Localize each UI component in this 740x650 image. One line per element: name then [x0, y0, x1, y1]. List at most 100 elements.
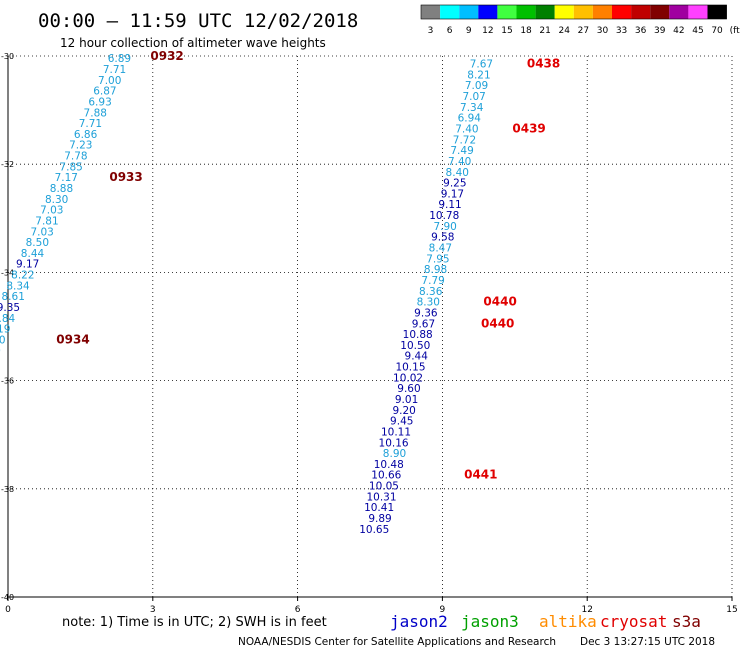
data-label-7-00: 7.00 — [98, 75, 121, 87]
legend-label-3: 3 — [428, 26, 434, 36]
time-label-0440: 0440 — [483, 295, 516, 309]
y-tick-label-m34: -34 — [1, 268, 14, 277]
data-label-9-36: 9.36 — [414, 307, 438, 319]
time-label-0440: 0440 — [481, 316, 514, 330]
data-label-8-30: 8.30 — [45, 194, 68, 206]
data-label-8-22: 8.22 — [11, 270, 34, 282]
data-label-10-31: 10.31 — [366, 491, 396, 503]
data-label-8-34: 8.34 — [6, 280, 30, 292]
data-label-9-11: 9.11 — [438, 199, 461, 211]
satellite-altika: altika — [539, 612, 597, 631]
data-label-9-89: 9.89 — [368, 513, 391, 525]
legend-swatch-42 — [669, 5, 689, 19]
y-tick-label-m32: -32 — [1, 160, 14, 169]
data-label-8-98: 8.98 — [424, 264, 447, 276]
data-label-10-11: 10.11 — [381, 426, 411, 438]
data-label-6-86: 6.86 — [74, 129, 98, 141]
data-label-7-17: 7.17 — [55, 172, 78, 184]
legend-swatch-30 — [592, 5, 612, 19]
data-label-10-02: 10.02 — [393, 372, 423, 384]
data-label-7-49: 7.49 — [450, 145, 473, 157]
data-label-8-90: 8.90 — [0, 345, 1, 357]
time-label-0438: 0438 — [527, 57, 560, 71]
legend-label-12: 12 — [482, 26, 493, 36]
data-label-8-40: 8.40 — [0, 334, 6, 346]
footer-note: note: 1) Time is in UTC; 2) SWH is in fe… — [62, 615, 327, 630]
data-label-7-09: 7.09 — [465, 80, 488, 92]
data-label-7-40: 7.40 — [448, 156, 471, 168]
data-label-10-48: 10.48 — [374, 459, 404, 471]
chart-subtitle: 12 hour collection of altimeter wave hei… — [60, 36, 326, 50]
data-label-7-72: 7.72 — [453, 134, 476, 146]
data-label-7-71: 7.71 — [103, 64, 126, 76]
legend-label-9: 9 — [466, 26, 472, 36]
y-tick-label-m36: -36 — [1, 377, 14, 386]
satellite-cryosat: cryosat — [600, 612, 667, 631]
data-label-7-07: 7.07 — [462, 91, 485, 103]
time-label-0933: 0933 — [109, 170, 142, 184]
data-label-7-95: 7.95 — [426, 253, 449, 265]
data-label-10-41: 10.41 — [364, 502, 394, 514]
legend-swatch-21 — [535, 5, 555, 19]
legend-label-33: 33 — [616, 26, 627, 36]
data-label-10-88: 10.88 — [403, 329, 433, 341]
legend-swatch-39 — [650, 5, 670, 19]
data-label-10-15: 10.15 — [395, 362, 425, 374]
satellite-jason3: jason3 — [461, 612, 519, 631]
legend-swatch-15 — [497, 5, 517, 19]
data-label-9-60: 9.60 — [397, 383, 420, 395]
legend-swatch-33 — [612, 5, 632, 19]
data-label-7-40: 7.40 — [455, 123, 478, 135]
legend-swatch-6 — [440, 5, 460, 19]
y-tick-label-m38: -38 — [1, 485, 14, 494]
data-label-9-20: 9.20 — [392, 405, 415, 417]
data-label-8-47: 8.47 — [429, 243, 452, 255]
data-label-9-58: 9.58 — [431, 232, 454, 244]
legend-swatch-70 — [707, 5, 727, 19]
data-label-8-61: 8.61 — [2, 291, 25, 303]
time-label-0439: 0439 — [512, 121, 545, 135]
data-label-8-88: 8.88 — [50, 183, 73, 195]
data-label-8-21: 8.21 — [467, 69, 490, 81]
time-label-0934: 0934 — [56, 332, 89, 346]
data-label-7-85: 7.85 — [59, 161, 82, 173]
x-tick-label-15: 15 — [726, 605, 737, 615]
data-label-8-19: 8.19 — [0, 324, 10, 336]
legend-label-27: 27 — [578, 26, 589, 36]
legend-label-24: 24 — [559, 26, 571, 36]
legend-swatch-3 — [421, 5, 441, 19]
y-tick-label-m40: -40 — [1, 593, 14, 602]
data-label-7-34: 7.34 — [460, 102, 484, 114]
data-label-7-81: 7.81 — [35, 215, 58, 227]
data-label-7-90: 7.90 — [433, 221, 456, 233]
data-label-10-65: 10.65 — [359, 524, 389, 536]
data-label-9-67: 9.67 — [412, 318, 435, 330]
legend-swatch-24 — [554, 5, 574, 19]
data-label-10-16: 10.16 — [379, 437, 409, 449]
data-label-8-30: 8.30 — [417, 297, 440, 309]
legend-label-39: 39 — [654, 26, 666, 36]
legend-swatch-45 — [688, 5, 708, 19]
data-label-9-01: 9.01 — [395, 394, 418, 406]
data-label-6-94: 6.94 — [458, 113, 482, 125]
x-tick-label-3: 3 — [150, 605, 156, 615]
data-label-7-79: 7.79 — [421, 275, 444, 287]
legend-swatch-9 — [459, 5, 479, 19]
legend-swatch-36 — [631, 5, 651, 19]
satellite-s3a: s3a — [672, 612, 701, 631]
data-label-10-05: 10.05 — [369, 481, 399, 493]
data-label-6-87: 6.87 — [93, 86, 116, 98]
x-tick-label-9: 9 — [440, 605, 446, 615]
time-label-0441: 0441 — [464, 468, 497, 482]
legend-label-36: 36 — [635, 26, 647, 36]
data-label-10-66: 10.66 — [371, 470, 401, 482]
x-tick-label-0: 0 — [5, 605, 11, 615]
data-label-10-50: 10.50 — [400, 340, 430, 352]
footer-timestamp: Dec 3 13:27:15 UTC 2018 — [580, 636, 715, 648]
legend-label-70: 70 — [711, 26, 723, 36]
legend-label-21: 21 — [539, 26, 550, 36]
legend-swatch-12 — [478, 5, 498, 19]
legend-label-15: 15 — [501, 26, 512, 36]
data-label-7-71: 7.71 — [79, 118, 102, 130]
